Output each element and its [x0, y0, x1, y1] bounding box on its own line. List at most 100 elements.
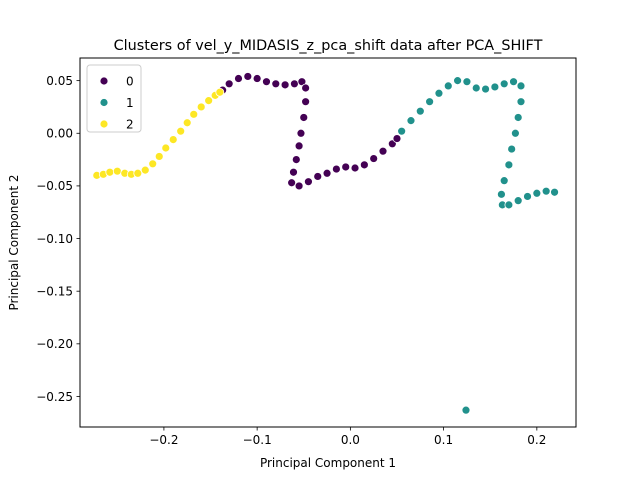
data-point	[369, 154, 379, 163]
chart-title: Clusters of vel_y_MIDASIS_z_pca_shift da…	[114, 38, 543, 54]
data-point	[378, 146, 388, 156]
data-point	[224, 79, 234, 89]
data-point	[234, 74, 243, 83]
y-axis: 0.05 0.00 −0.05 −0.10 −0.15 −0.20 −0.25	[36, 74, 80, 404]
data-point	[294, 181, 304, 191]
data-point	[182, 118, 192, 128]
data-point	[392, 134, 402, 143]
data-point	[313, 172, 323, 181]
legend-marker	[99, 119, 109, 129]
series-1	[397, 76, 559, 415]
data-point	[341, 162, 351, 172]
legend-label: 2	[126, 117, 134, 131]
data-point	[497, 189, 506, 199]
data-point	[406, 116, 416, 126]
y-axis-label: Principal Component 2	[7, 174, 21, 310]
data-point	[189, 109, 199, 119]
legend-item-0: 0	[99, 74, 134, 88]
series-2	[92, 87, 225, 180]
data-point	[453, 76, 462, 86]
x-tick-label: 0.0	[341, 433, 360, 447]
data-point	[415, 106, 425, 116]
data-point	[516, 81, 526, 91]
data-point	[196, 102, 206, 112]
y-tick-label: −0.25	[36, 390, 73, 404]
data-point	[507, 144, 517, 154]
y-tick-label: −0.10	[36, 232, 73, 246]
legend-marker	[99, 98, 109, 107]
legend-item-1: 1	[99, 96, 134, 110]
data-point	[133, 168, 143, 178]
data-point	[296, 128, 306, 138]
x-axis-label: Principal Component 1	[260, 456, 396, 470]
series-0	[218, 72, 402, 191]
legend: 0 1 2	[86, 64, 142, 133]
data-point	[140, 165, 150, 175]
data-point	[168, 135, 178, 144]
data-point	[550, 187, 559, 197]
legend-marker	[99, 76, 109, 86]
data-point	[397, 126, 407, 136]
x-tick-label: −0.1	[243, 433, 272, 447]
data-point	[532, 188, 542, 198]
data-point	[490, 82, 500, 92]
data-point	[252, 74, 262, 83]
data-point	[304, 177, 313, 187]
data-point	[510, 128, 520, 138]
data-point	[291, 155, 301, 164]
x-tick-label: −0.2	[149, 433, 178, 447]
data-point	[280, 80, 290, 90]
y-tick-label: −0.20	[36, 337, 73, 351]
data-point	[301, 83, 311, 93]
data-point	[322, 168, 332, 178]
data-point	[462, 77, 472, 87]
data-point	[481, 84, 490, 94]
data-point	[541, 186, 551, 196]
data-point	[262, 77, 271, 87]
data-point	[359, 160, 369, 170]
data-point	[294, 141, 304, 151]
data-point	[271, 79, 281, 89]
legend-label: 1	[126, 96, 134, 110]
x-axis: −0.2 −0.1 0.0 0.1 0.2	[149, 427, 546, 447]
y-tick-label: 0.05	[46, 74, 73, 88]
data-point	[350, 163, 360, 173]
x-tick-label: 0.1	[434, 433, 453, 447]
data-point	[331, 164, 341, 174]
data-point	[425, 97, 435, 107]
x-tick-label: 0.2	[527, 433, 546, 447]
y-tick-label: 0.00	[46, 127, 73, 141]
data-point	[504, 160, 514, 170]
data-point	[443, 81, 453, 91]
data-point	[161, 143, 171, 153]
data-point	[299, 113, 309, 122]
data-point	[523, 192, 532, 201]
data-point	[287, 178, 297, 188]
legend-item-2: 2	[99, 117, 134, 131]
data-point	[301, 97, 311, 107]
data-point	[290, 79, 299, 89]
data-point	[499, 79, 509, 89]
data-point	[112, 166, 122, 176]
data-point	[513, 113, 523, 122]
data-point	[461, 405, 471, 415]
data-point	[289, 167, 298, 177]
data-point	[509, 77, 518, 87]
data-point	[154, 152, 164, 161]
axes-frame	[79, 57, 577, 428]
data-point	[504, 200, 514, 210]
legend-label: 0	[126, 74, 134, 88]
data-point	[513, 196, 523, 206]
y-tick-label: −0.15	[36, 284, 73, 298]
plot-area	[92, 72, 559, 415]
data-point	[176, 126, 186, 136]
data-point	[499, 176, 509, 186]
data-point	[516, 97, 526, 107]
data-point	[434, 88, 444, 98]
data-point	[204, 96, 214, 106]
data-point	[471, 83, 481, 93]
data-point	[243, 72, 253, 81]
data-point	[215, 87, 225, 97]
y-tick-label: −0.05	[36, 179, 73, 193]
